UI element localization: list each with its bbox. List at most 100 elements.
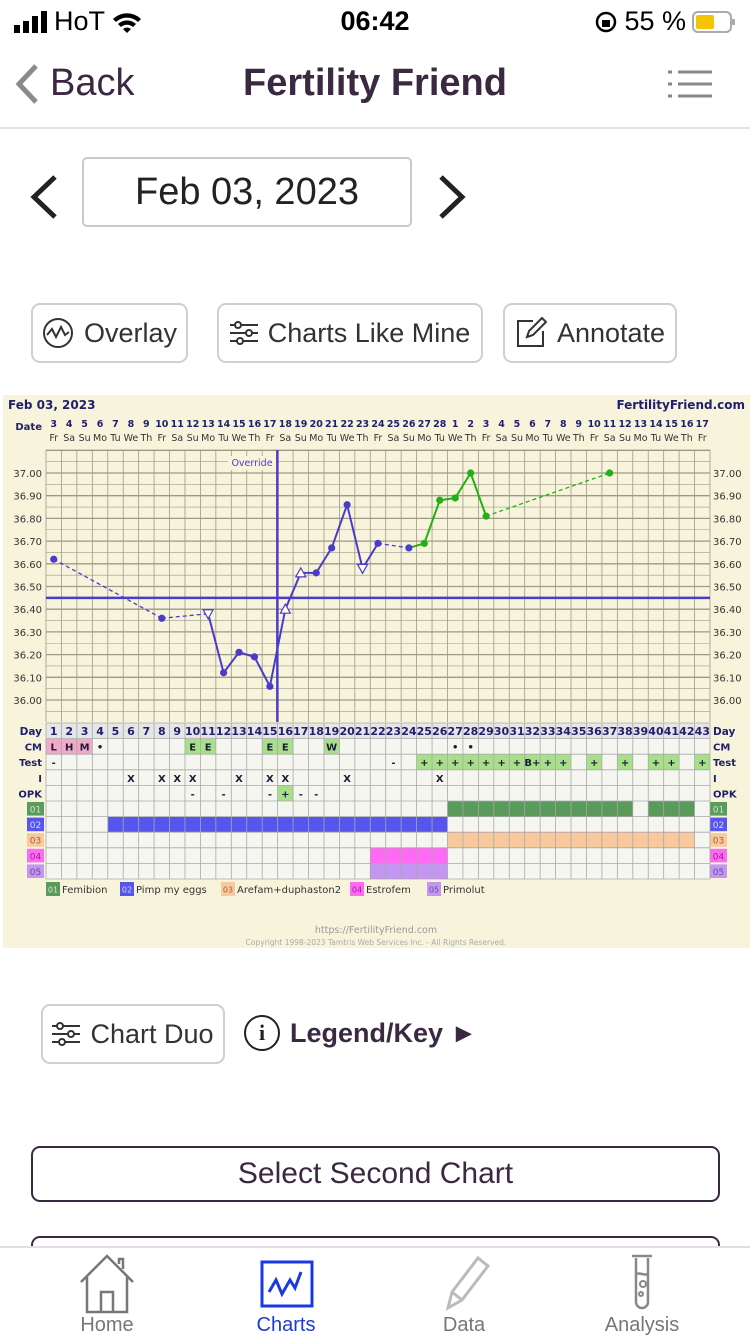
weekday-label: Su	[295, 433, 307, 444]
med-day-cell	[246, 816, 263, 833]
cell-highlight	[694, 754, 710, 770]
cycle-day-number: 26	[432, 725, 448, 738]
back-button[interactable]: Back	[14, 62, 134, 105]
cell-mark: +	[544, 758, 552, 769]
med-day-cell	[262, 816, 278, 833]
cycle-day-number: 39	[633, 725, 648, 738]
cell-highlight	[648, 754, 664, 770]
temperature-point	[266, 682, 274, 690]
y-tick-label-left: 36.40	[13, 605, 42, 616]
footer-copyright: Copyright 1998-2023 Tamtris Web Services…	[246, 938, 507, 947]
temperature-segment	[284, 572, 302, 610]
chart-duo-button[interactable]: Chart Duo	[41, 1004, 225, 1064]
date-field[interactable]: Feb 03, 2023	[82, 157, 412, 227]
cycle-day-number: 16	[278, 725, 294, 738]
cell-mark: E	[282, 743, 289, 754]
tab-data[interactable]: Data	[389, 1248, 539, 1337]
previous-date-button[interactable]	[28, 174, 60, 220]
date-label: 28	[433, 419, 447, 430]
date-label: 20	[310, 419, 324, 430]
date-label: 14	[649, 419, 663, 430]
cycle-day-number: 25	[417, 725, 432, 738]
tab-home[interactable]: Home	[32, 1248, 182, 1337]
legend-name: Primolut	[443, 885, 485, 896]
cell-mark: H	[65, 743, 73, 754]
cell-highlight	[524, 754, 541, 770]
cell-mark: +	[420, 758, 428, 769]
temperature-segment	[330, 504, 349, 549]
weekday-label: Fr	[374, 433, 383, 444]
cycle-day-number: 32	[525, 725, 540, 738]
cycle-day-number: 1	[50, 725, 58, 738]
y-tick-label-left: 37.00	[13, 469, 42, 480]
cell-mark: -	[191, 789, 195, 800]
med-day-cell	[447, 801, 463, 817]
annotate-button[interactable]: Annotate	[503, 303, 677, 363]
y-tick-label-right: 36.20	[713, 651, 742, 662]
cell-highlight	[462, 754, 479, 770]
tab-analysis[interactable]: Analysis	[567, 1248, 717, 1337]
temperature-segment	[454, 472, 472, 499]
legend-code: 02	[122, 886, 132, 895]
weekday-label: Fr	[482, 433, 491, 444]
med-day-cell	[571, 832, 587, 848]
date-row-label: Date	[15, 422, 42, 433]
select-second-chart-button[interactable]: Select Second Chart	[31, 1146, 720, 1202]
day-row-bg	[46, 723, 710, 739]
cycle-day-number: 6	[127, 725, 135, 738]
next-date-button[interactable]	[436, 174, 468, 220]
overlay-button[interactable]: Overlay	[31, 303, 188, 363]
temperature-point	[467, 469, 475, 477]
med-code-badge-right	[710, 833, 727, 847]
weekday-label: Tu	[109, 433, 120, 444]
cell-mark: +	[652, 758, 660, 769]
legend-key-label: Legend/Key ►	[290, 1017, 478, 1048]
date-label: 6	[529, 419, 536, 430]
charts-like-mine-button[interactable]: Charts Like Mine	[217, 303, 483, 363]
y-tick-label-right: 36.70	[713, 537, 742, 548]
y-tick-label-left: 36.10	[13, 673, 42, 684]
med-code: 02	[30, 821, 41, 831]
menu-icon[interactable]	[668, 70, 712, 98]
med-day-cell	[401, 863, 417, 879]
cell-mark: +	[667, 758, 675, 769]
date-label: 15	[232, 419, 245, 430]
tab-charts[interactable]: Charts	[211, 1248, 361, 1337]
med-day-cell	[416, 863, 433, 879]
med-day-cell	[401, 816, 417, 833]
med-day-cell	[432, 847, 448, 864]
weekday-label: Mo	[634, 433, 648, 444]
weekday-label: We	[556, 433, 571, 444]
temperature-point	[328, 544, 336, 552]
cell-mark: E	[266, 743, 273, 754]
cell-mark: +	[436, 758, 444, 769]
weekday-label: We	[340, 433, 355, 444]
chart-date-title: Feb 03, 2023	[8, 398, 95, 412]
med-day-cell	[293, 816, 309, 833]
chevron-left-icon	[15, 63, 38, 104]
cell-mark: X	[127, 774, 135, 785]
weekday-label: Sa	[604, 433, 616, 444]
temperature-point	[158, 614, 166, 622]
cell-mark: +	[497, 758, 505, 769]
y-tick-label-right: 36.50	[713, 583, 742, 594]
med-day-cell	[123, 816, 139, 833]
cell-mark: L	[51, 743, 58, 754]
temperature-point	[312, 569, 320, 577]
med-day-cell	[401, 847, 417, 864]
med-day-cell	[555, 801, 572, 817]
med-code-right: 05	[713, 868, 724, 878]
test-tube-icon	[632, 1254, 652, 1310]
legend-key-link[interactable]: i Legend/Key ►	[244, 1015, 477, 1051]
med-code-right: 02	[713, 821, 724, 831]
weekday-label: Mo	[93, 433, 107, 444]
date-label: 11	[603, 419, 616, 430]
cell-highlight	[432, 754, 448, 770]
legend-name: Femibion	[62, 885, 107, 896]
med-code-badge-right	[710, 802, 727, 816]
date-label: 24	[371, 419, 385, 430]
med-day-cell	[540, 832, 556, 848]
date-label: 8	[560, 419, 567, 430]
info-icon: i	[244, 1015, 280, 1051]
